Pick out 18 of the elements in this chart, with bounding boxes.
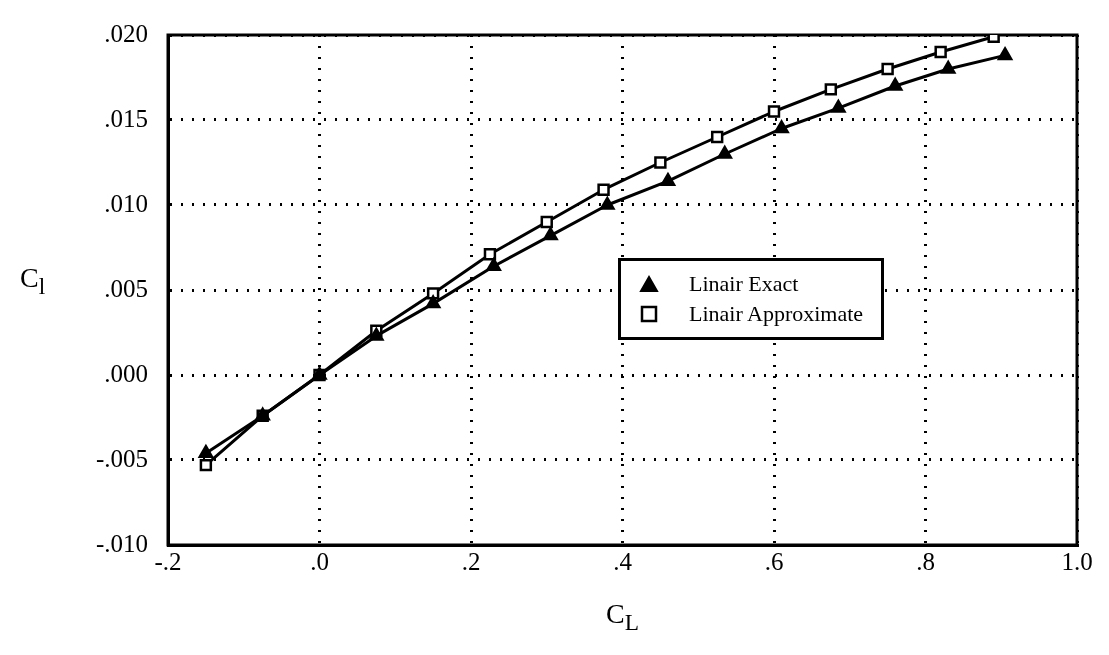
y-tick-label: .020 xyxy=(104,19,148,47)
y-tick-label: .015 xyxy=(104,104,148,132)
y-axis-title: C$_{l}$ xyxy=(20,262,46,300)
y-tick-label: -.010 xyxy=(95,529,148,557)
x-tick-label: .4 xyxy=(613,547,633,575)
x-tick-label: .6 xyxy=(764,547,784,575)
x-tick-label: .0 xyxy=(310,547,329,575)
x-tick-label: 1.0 xyxy=(1061,547,1093,575)
y-tick-label: .010 xyxy=(104,189,148,217)
x-tick-label: .8 xyxy=(916,547,935,575)
y-tick-label: -.005 xyxy=(95,444,148,472)
legend-label: Linair Approximate xyxy=(689,300,864,328)
y-tick-label: .005 xyxy=(104,274,148,302)
legend-label: Linair Exact xyxy=(689,270,799,298)
x-tick-label: .2 xyxy=(461,547,481,575)
y-tick-label: .000 xyxy=(104,359,148,387)
x-tick-label: -.2 xyxy=(154,547,182,575)
x-axis-title: C$_{L}$ xyxy=(605,598,640,636)
